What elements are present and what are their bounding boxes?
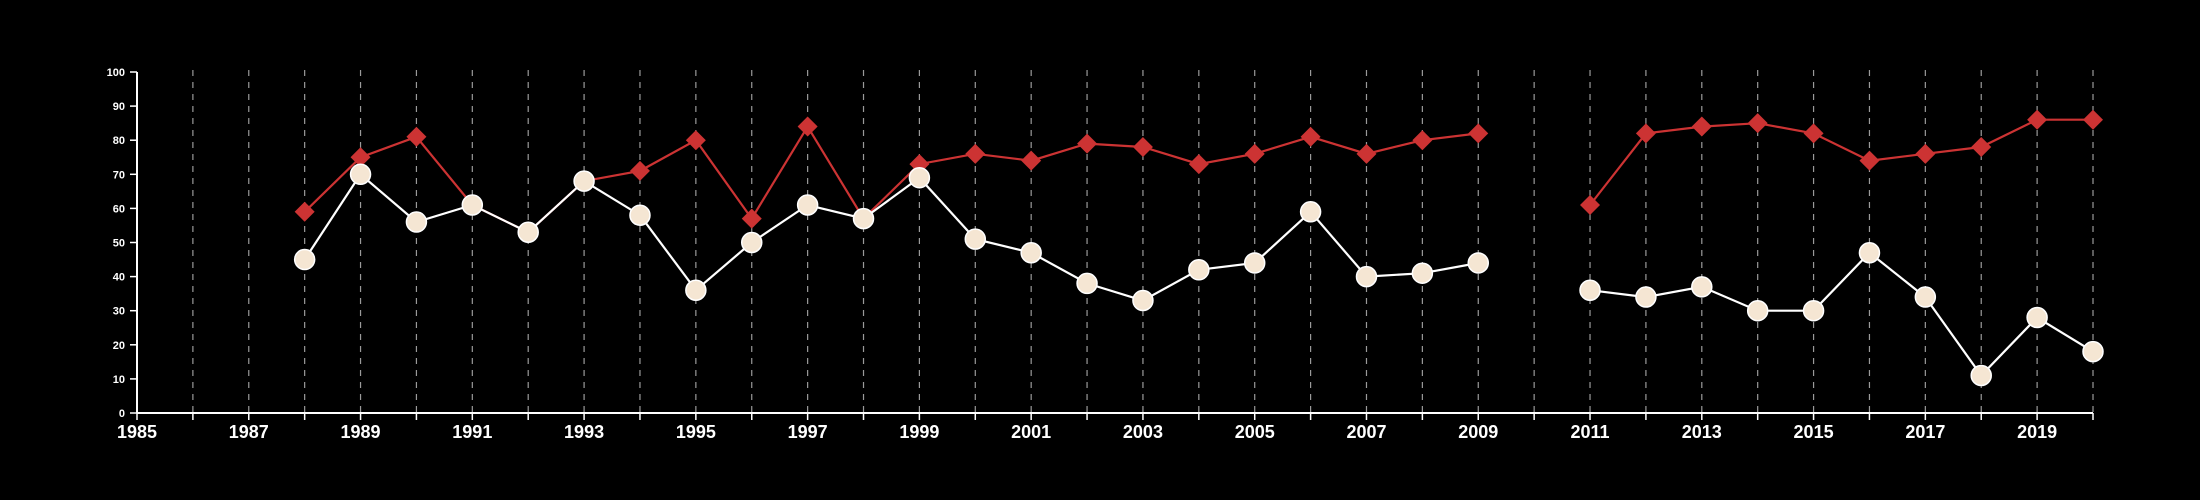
data-point (1411, 262, 1434, 284)
data-point (349, 163, 372, 186)
axes (130, 71, 2094, 420)
x-tick-label: 1991 (452, 422, 492, 442)
data-point (2083, 109, 2103, 130)
series-line (1589, 118, 2093, 206)
data-point (293, 248, 316, 271)
data-point (1635, 286, 1657, 308)
data-point (1971, 137, 1992, 158)
data-point (2026, 306, 2048, 329)
x-tick-label: 1985 (117, 422, 157, 442)
data-point (1858, 241, 1881, 264)
y-tick-label: 10 (113, 374, 125, 386)
data-point (1132, 289, 1154, 312)
data-point (1746, 299, 1769, 322)
data-point (1077, 133, 1098, 154)
data-point (1467, 252, 1490, 274)
y-tick-label: 40 (113, 272, 125, 284)
data-point (1691, 116, 1712, 137)
data-point (629, 204, 651, 226)
x-tick-label: 1997 (788, 422, 828, 442)
x-tick-label: 2003 (1123, 422, 1163, 442)
x-tick-label: 2013 (1682, 422, 1722, 442)
x-tick-label: 2001 (1011, 422, 1051, 442)
y-tick-label: 70 (113, 169, 125, 181)
data-point (1914, 286, 1937, 308)
data-point (685, 279, 707, 301)
data-point (1188, 259, 1210, 281)
x-tick-label: 1987 (229, 422, 269, 442)
data-point (517, 221, 539, 244)
data-point (1970, 364, 1992, 387)
x-tick-label: 1993 (564, 422, 604, 442)
series-2 (293, 163, 2104, 387)
x-tick-label: 1995 (676, 422, 716, 442)
data-point (573, 170, 595, 192)
data-point (1020, 241, 1042, 264)
series-line (1589, 251, 2094, 378)
data-point (1691, 276, 1713, 298)
x-tick-label: 2019 (2017, 422, 2057, 442)
x-tick-label: 2009 (1458, 422, 1498, 442)
data-point (1412, 130, 1433, 151)
data-point (1747, 113, 1768, 134)
data-point (2082, 340, 2104, 363)
data-point (1300, 126, 1321, 147)
data-point (1468, 123, 1489, 144)
data-point (1802, 299, 1825, 322)
data-point (1859, 150, 1880, 171)
data-point (350, 147, 371, 168)
x-tick-label: 2005 (1235, 422, 1275, 442)
data-point (405, 211, 428, 233)
data-point (1356, 143, 1377, 164)
series-line (303, 172, 1479, 302)
data-point (1635, 123, 1656, 144)
data-point (406, 126, 427, 147)
y-tick-label: 90 (113, 101, 125, 113)
x-tick-label: 2015 (1794, 422, 1834, 442)
vertical-gridlines (192, 70, 2094, 413)
y-tick-label: 50 (113, 238, 125, 250)
data-point (2027, 109, 2048, 130)
x-tick-label: 2011 (1570, 422, 1609, 442)
x-tick-label: 1999 (899, 422, 939, 442)
data-point (852, 207, 875, 230)
data-point (740, 231, 763, 254)
data-point (741, 208, 762, 229)
x-tick-label: 1989 (341, 422, 381, 442)
y-tick-label: 30 (113, 306, 125, 318)
data-series (293, 109, 2104, 387)
data-point (1021, 150, 1042, 171)
data-point (1355, 265, 1378, 288)
y-tick-label: 100 (107, 67, 125, 79)
data-point (294, 201, 315, 222)
data-point (908, 166, 931, 189)
data-point (964, 228, 987, 250)
data-point (1243, 252, 1266, 274)
tick-labels: 0 10 20 30 40 50 60 70 80 90 100 1985 1987 1989 1991 19… (107, 67, 2057, 442)
series-1 (294, 109, 2103, 243)
data-point (965, 143, 986, 164)
data-point (1579, 279, 1601, 301)
data-point (797, 116, 818, 137)
data-point (1803, 123, 1824, 144)
y-tick-label: 60 (113, 203, 125, 215)
x-tick-label: 2017 (1905, 422, 1945, 442)
data-point (1915, 143, 1936, 164)
data-point (685, 130, 706, 151)
data-point (1188, 154, 1209, 175)
data-point (796, 194, 819, 216)
y-tick-label: 20 (113, 340, 125, 352)
data-point (1580, 194, 1601, 215)
data-point (1299, 201, 1322, 223)
x-tick-label: 2007 (1346, 422, 1386, 442)
data-point (1076, 272, 1098, 295)
y-tick-label: 0 (119, 408, 125, 420)
data-point (629, 160, 650, 181)
data-point (1132, 137, 1153, 158)
y-tick-label: 80 (113, 135, 125, 147)
data-point (461, 194, 484, 216)
data-point (1244, 143, 1265, 164)
